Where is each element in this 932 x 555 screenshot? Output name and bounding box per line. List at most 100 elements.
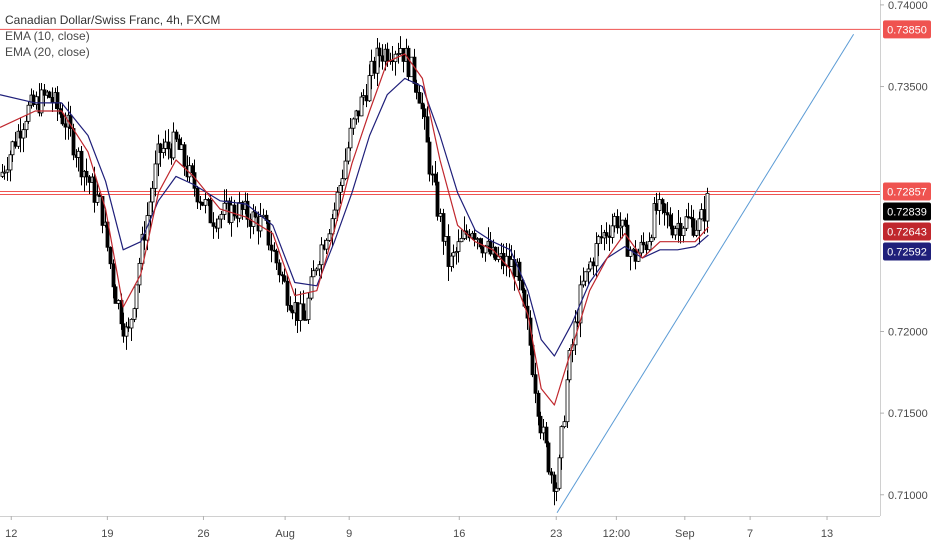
- x-tick-label-8: Sep: [675, 528, 695, 540]
- candle-body-206: [544, 426, 549, 444]
- candle-body-235: [620, 219, 625, 227]
- candle-body-215: [567, 350, 572, 381]
- price-label-bg-2: [883, 202, 931, 221]
- candle-body-204: [538, 415, 543, 434]
- candle-body-182: [480, 246, 485, 254]
- y-tick-label-4: 0.71000: [888, 490, 928, 502]
- candle-body-132: [348, 127, 353, 149]
- candle-body-159: [420, 102, 425, 110]
- candle-body-181: [478, 238, 483, 248]
- candle-body-166: [438, 213, 443, 217]
- candle-body-21: [55, 92, 60, 110]
- candle-body-169: [446, 236, 451, 267]
- price-label-3: 0.72643: [887, 227, 927, 239]
- candle-body-8: [21, 129, 26, 139]
- candle-body-160: [422, 108, 427, 118]
- candle-body-105: [277, 262, 282, 276]
- candle-body-243: [641, 241, 646, 246]
- candle-body-205: [541, 426, 546, 434]
- y-tick-label-2: 0.72000: [888, 326, 928, 338]
- candle-body-165: [435, 181, 440, 217]
- candle-body-90: [237, 202, 242, 219]
- candle-body-130: [343, 160, 348, 180]
- candle-body-162: [427, 141, 432, 175]
- candle-body-35: [92, 176, 97, 203]
- y-tick-label-0: 0.74000: [888, 0, 928, 12]
- candle-body-224: [591, 261, 596, 267]
- candle-body-36: [95, 194, 100, 203]
- candle-body-264: [697, 218, 702, 231]
- candle-body-24: [63, 123, 68, 128]
- candle-body-213: [562, 421, 567, 428]
- y-tick-label-1: 0.73500: [888, 82, 928, 94]
- x-tick-label-1: 19: [101, 528, 113, 540]
- ema20-series: [0, 77, 709, 357]
- price-label-bg-0: [883, 20, 931, 39]
- candle-body-1: [2, 171, 7, 174]
- candle-body-42: [111, 263, 116, 288]
- candle-body-61: [161, 147, 166, 154]
- candle-body-174: [459, 238, 464, 243]
- candle-body-74: [195, 187, 200, 203]
- candle-body-121: [319, 244, 324, 266]
- candle-body-222: [586, 268, 591, 273]
- candle-body-19: [50, 96, 55, 103]
- candle-body-79: [208, 199, 213, 224]
- legend-ema20[interactable]: EMA (20, close): [5, 45, 90, 59]
- ema20-line: [0, 77, 709, 357]
- candle-body-128: [338, 185, 343, 193]
- candle-body-84: [222, 202, 227, 215]
- candle-body-170: [449, 255, 454, 267]
- candle-body-197: [520, 280, 525, 291]
- candle-body-63: [166, 141, 171, 150]
- candle-body-139: [367, 75, 372, 102]
- candle-body-9: [24, 120, 29, 131]
- candle-body-107: [282, 275, 287, 282]
- candle-body-56: [148, 201, 153, 216]
- candle-body-163: [430, 173, 435, 176]
- candle-body-82: [216, 218, 221, 229]
- candle-body-55: [145, 215, 150, 241]
- candle-body-244: [644, 244, 649, 251]
- candle-body-225: [594, 243, 599, 267]
- candle-body-113: [298, 303, 303, 321]
- candle-body-104: [274, 250, 279, 264]
- candle-body-93: [245, 200, 250, 220]
- candle-body-58: [153, 163, 158, 189]
- candle-body-218: [575, 321, 580, 324]
- candle-body-231: [610, 225, 615, 238]
- candle-body-135: [356, 110, 361, 117]
- candle-body-69: [182, 144, 187, 167]
- candle-body-207: [546, 442, 551, 473]
- candle-body-48: [126, 326, 131, 329]
- candle-body-223: [588, 261, 593, 270]
- candle-body-141: [372, 60, 377, 74]
- candle-body-114: [301, 303, 306, 321]
- candle-body-230: [607, 235, 612, 238]
- candle-body-203: [536, 392, 541, 417]
- candle-body-72: [190, 165, 195, 174]
- x-tick-label-9: 7: [747, 528, 753, 540]
- candle-body-49: [129, 318, 134, 329]
- candle-body-248: [654, 203, 659, 211]
- candle-body-37: [97, 194, 102, 197]
- x-tick-label-10: 13: [821, 528, 833, 540]
- candle-body-226: [596, 236, 601, 244]
- candle-body-252: [665, 212, 670, 216]
- candle-body-211: [557, 457, 562, 489]
- candle-body-229: [604, 232, 609, 237]
- candle-body-4: [10, 141, 15, 156]
- candle-body-137: [361, 95, 366, 98]
- y-axis-ticks: 0.74000 0.73500 0.72000 0.71500 0.71000: [880, 0, 928, 502]
- candle-body-68: [179, 144, 184, 150]
- candle-body-80: [211, 222, 216, 227]
- candle-body-88: [232, 204, 237, 217]
- legend-ema10[interactable]: EMA (10, close): [5, 29, 90, 43]
- candle-body-102: [269, 244, 274, 251]
- candle-body-267: [705, 192, 710, 222]
- candle-body-124: [327, 233, 332, 241]
- candle-body-154: [406, 47, 411, 78]
- candle-body-98: [258, 216, 263, 232]
